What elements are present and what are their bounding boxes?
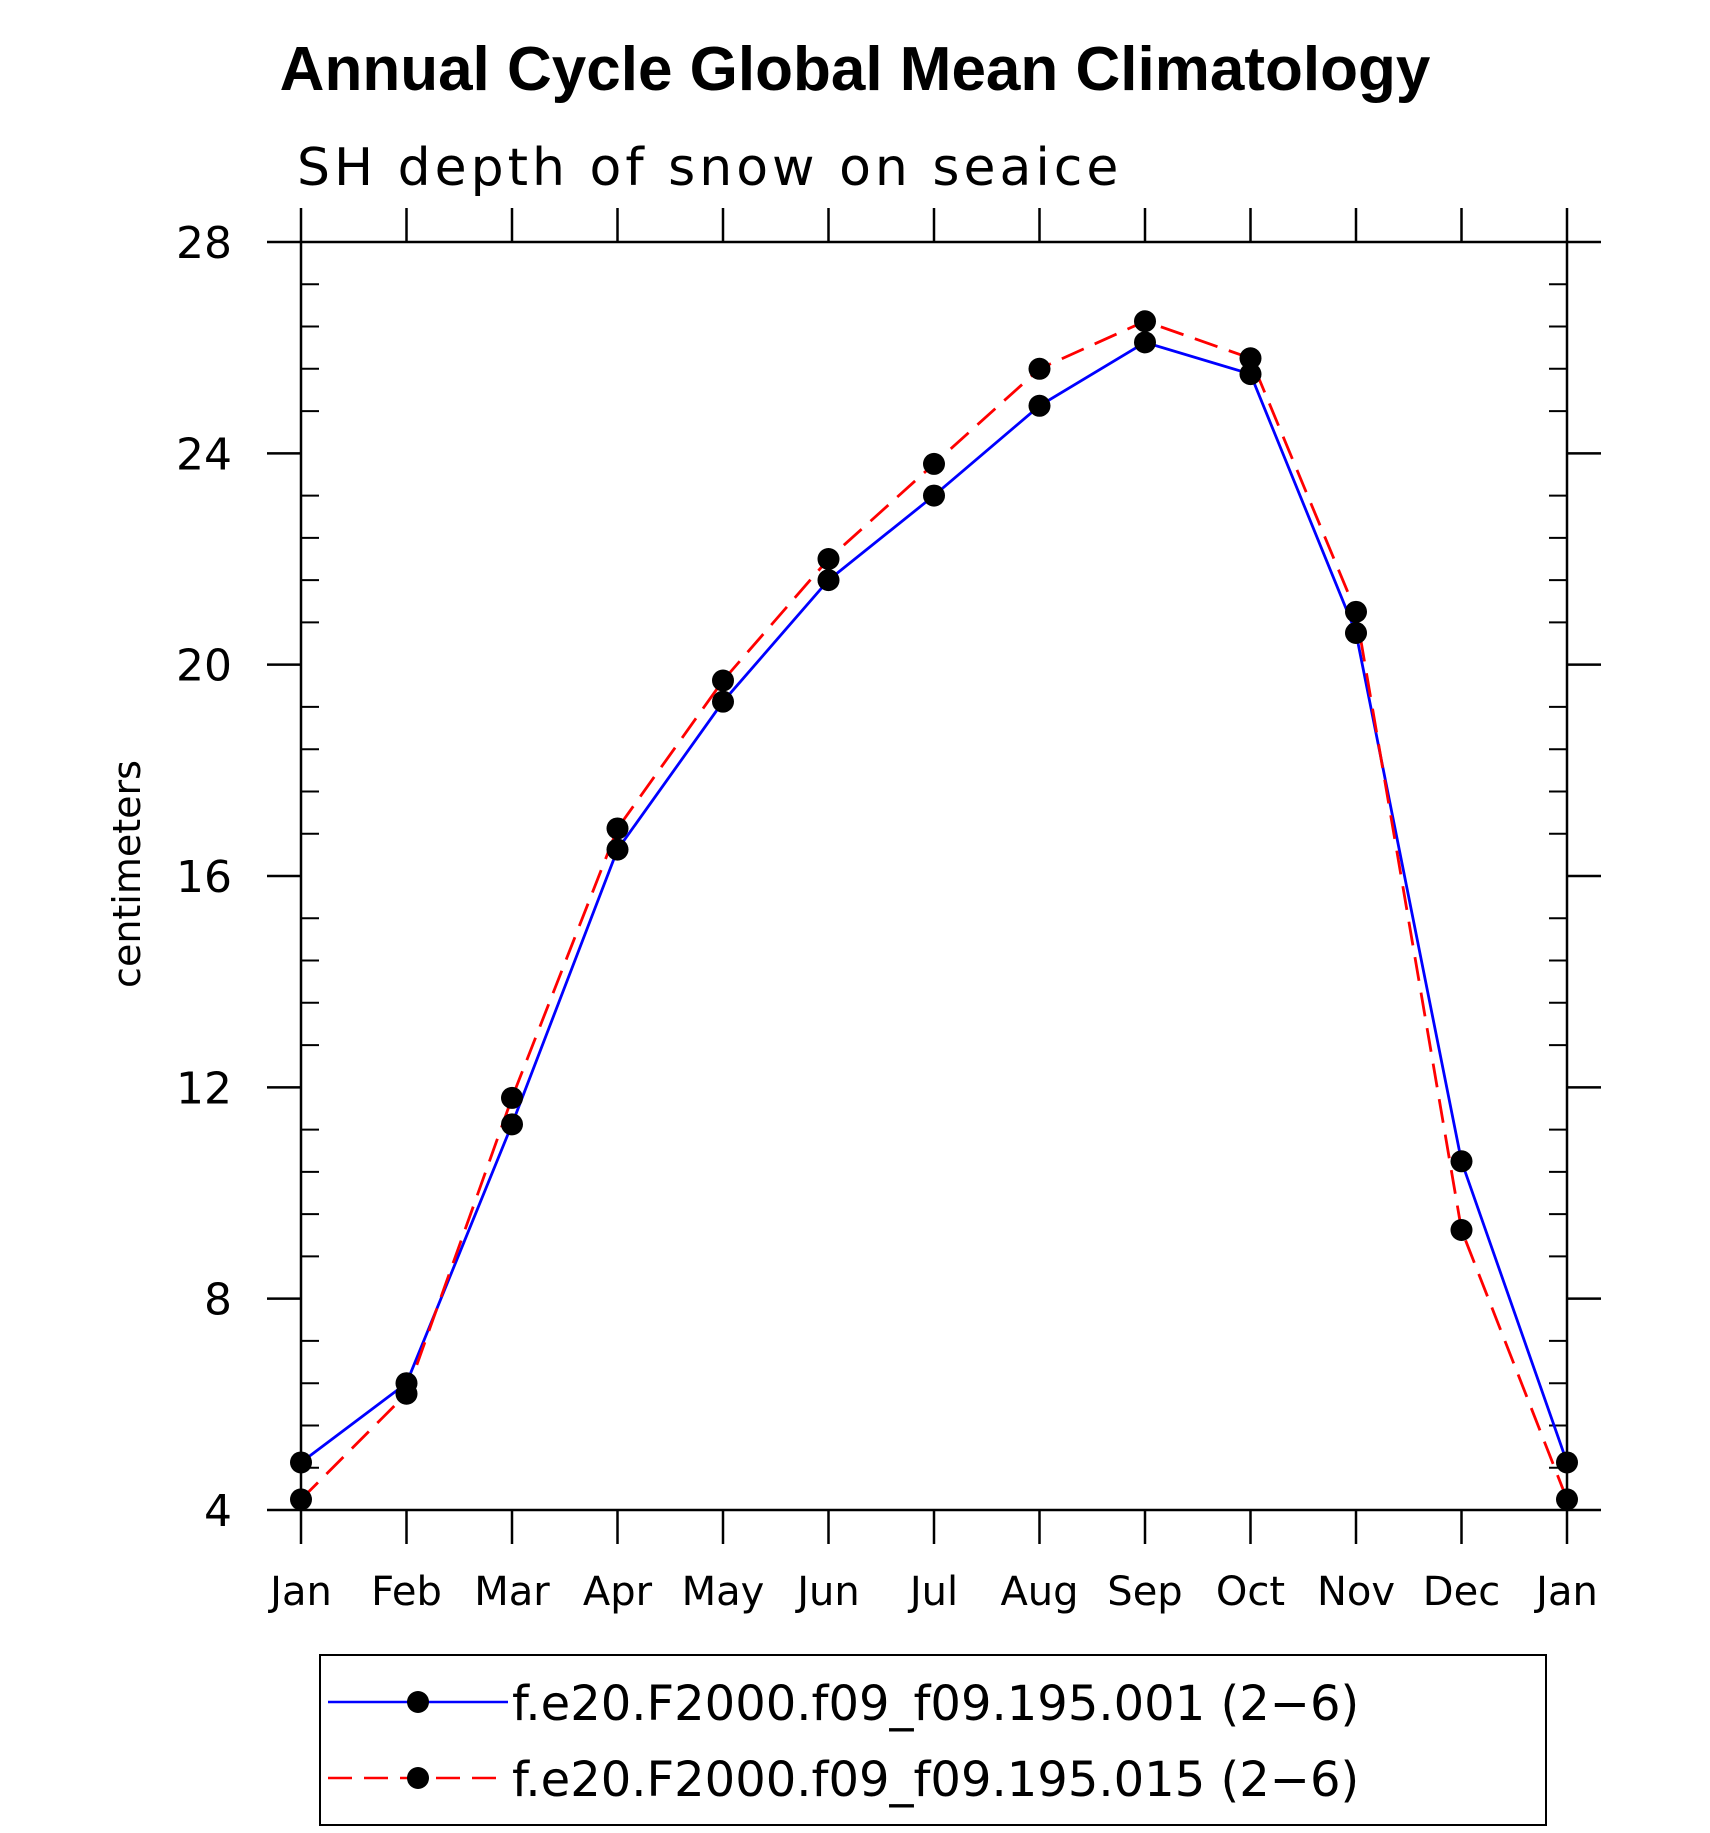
x-tick-label: Mar — [474, 1569, 550, 1615]
y-tick-label: 12 — [176, 1063, 232, 1114]
series-2-point — [712, 669, 734, 692]
x-tick-label: Jan — [267, 1569, 332, 1615]
y-tick-label: 4 — [204, 1486, 232, 1537]
legend-box — [319, 1654, 1547, 1826]
series-2-point — [923, 452, 945, 475]
series-1-point — [1450, 1150, 1473, 1173]
series-2-point — [1345, 600, 1367, 623]
legend-marker-series-2 — [407, 1767, 429, 1789]
series-2-point — [1134, 310, 1156, 333]
chart-title: Annual Cycle Global Mean Climatology — [280, 35, 1431, 104]
x-tick-label: Nov — [1317, 1569, 1395, 1615]
plot-frame — [299, 240, 1569, 1512]
x-tick-label: Dec — [1423, 1569, 1500, 1615]
series-1-point — [1239, 363, 1262, 386]
x-tick-labels: Jan Feb Mar Apr May Jun Jul Aug Sep Oct Nov Dec Jan — [267, 1569, 1598, 1615]
legend-label-series-2: f.e20.F2000.f09_f09.195.015 (2−6) — [512, 1752, 1359, 1808]
series-1-point — [501, 1113, 523, 1136]
x-tick-label: Feb — [371, 1569, 442, 1615]
x-tick-label: May — [682, 1569, 765, 1615]
series-1-point — [1028, 394, 1051, 417]
y-tick-labels: 4 8 12 16 20 24 28 — [176, 218, 232, 1537]
x-tick-label: Jan — [1533, 1569, 1598, 1615]
series-line-1 — [300, 340, 1569, 1464]
series-2-point — [501, 1086, 523, 1109]
y-tick-label: 20 — [176, 641, 232, 692]
series-2-point — [1450, 1218, 1473, 1241]
legend-marker-series-1 — [407, 1691, 429, 1713]
series-2-point — [395, 1382, 418, 1405]
series-1-point — [1134, 331, 1156, 354]
x-tick-label: Jun — [794, 1569, 860, 1615]
series-1-point — [712, 690, 734, 713]
series-1-point — [923, 484, 945, 507]
chart-subtitle: SH depth of snow on seaice — [297, 138, 1122, 198]
x-tick-label: Aug — [1000, 1569, 1078, 1615]
x-tick-label: Apr — [583, 1569, 653, 1615]
series-2-point — [1028, 357, 1051, 380]
series-1-point — [817, 569, 840, 592]
series-1-point — [606, 838, 629, 861]
y-tick-label: 28 — [176, 218, 232, 269]
series-2-point — [606, 817, 629, 840]
series-2-point — [817, 548, 840, 570]
series-layer — [290, 310, 1578, 1511]
x-tick-label: Jul — [907, 1569, 958, 1615]
y-tick-label: 8 — [204, 1275, 232, 1326]
series-1-point — [1345, 621, 1367, 644]
y-axis-label: centimeters — [105, 760, 149, 988]
legend: f.e20.F2000.f09_f09.195.001 (2−6) f.e20.… — [319, 1654, 1547, 1826]
axis-ticks — [267, 208, 1601, 1544]
x-tick-label: Sep — [1107, 1569, 1182, 1615]
y-tick-label: 24 — [176, 429, 232, 480]
x-tick-label: Oct — [1216, 1569, 1285, 1615]
y-tick-label: 16 — [176, 852, 232, 903]
series-2-point — [1239, 347, 1262, 370]
legend-label-series-1: f.e20.F2000.f09_f09.195.001 (2−6) — [512, 1676, 1359, 1732]
